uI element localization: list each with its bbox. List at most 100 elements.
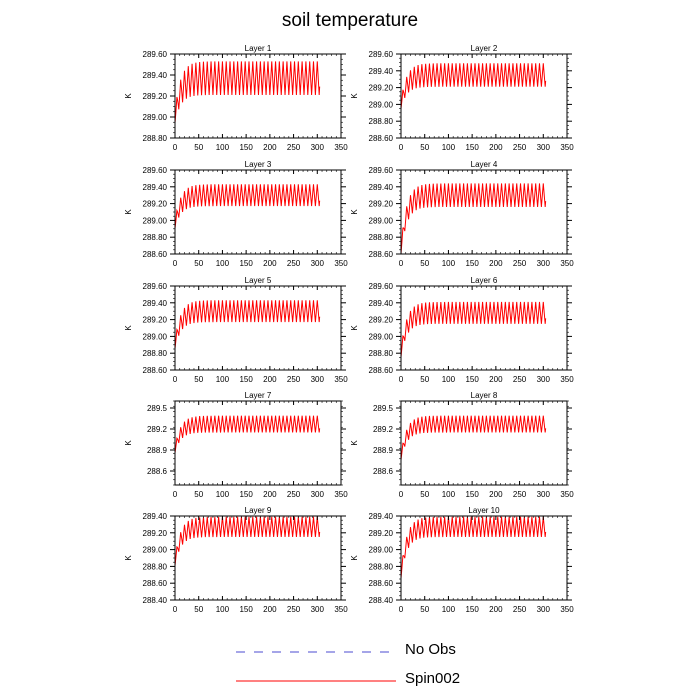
y-tick-label: 289.20 — [143, 316, 168, 325]
y-tick-label: 289.40 — [143, 71, 168, 80]
y-axis-label: K — [124, 209, 133, 215]
x-tick-label: 300 — [311, 375, 325, 384]
legend-spin002-swatch — [236, 680, 396, 682]
y-tick-label: 289.40 — [143, 183, 168, 192]
y-tick-label: 289.60 — [369, 50, 394, 59]
series-line-spin002 — [400, 63, 547, 109]
x-tick-label: 150 — [239, 375, 253, 384]
x-tick-label: 350 — [560, 490, 574, 499]
y-tick-label: 289.20 — [143, 529, 168, 538]
x-tick-label: 350 — [560, 143, 574, 152]
x-tick-label: 250 — [513, 143, 527, 152]
x-tick-label: 100 — [442, 375, 456, 384]
x-tick-label: 150 — [239, 605, 253, 614]
y-tick-label: 288.80 — [369, 349, 394, 358]
x-tick-label: 200 — [489, 259, 503, 268]
x-tick-label: 0 — [399, 259, 404, 268]
y-tick-label: 288.9 — [373, 446, 394, 455]
x-tick-label: 50 — [420, 143, 429, 152]
x-tick-label: 350 — [334, 375, 348, 384]
x-tick-label: 350 — [560, 259, 574, 268]
y-tick-label: 289.40 — [143, 299, 168, 308]
x-tick-label: 300 — [311, 259, 325, 268]
y-axis-label: K — [350, 209, 359, 215]
x-tick-label: 150 — [465, 490, 479, 499]
y-tick-label: 289.40 — [369, 299, 394, 308]
plot-frame — [400, 285, 568, 371]
y-axis-label: K — [350, 93, 359, 99]
y-tick-label: 289.40 — [369, 183, 394, 192]
x-tick-label: 200 — [263, 605, 277, 614]
y-tick-label: 289.00 — [369, 332, 394, 341]
series-line-spin002 — [174, 415, 321, 454]
legend-spin002-label: Spin002 — [405, 670, 461, 687]
x-tick-label: 50 — [194, 605, 203, 614]
panel-title: Layer 1 — [245, 44, 272, 53]
y-tick-label: 289.60 — [143, 50, 168, 59]
series-line-spin002 — [400, 301, 547, 358]
x-tick-label: 0 — [173, 605, 178, 614]
legend-no-obs-swatch — [236, 651, 394, 653]
x-tick-label: 250 — [513, 259, 527, 268]
x-tick-label: 150 — [465, 605, 479, 614]
x-tick-label: 0 — [173, 259, 178, 268]
x-tick-label: 0 — [399, 375, 404, 384]
panel-title: Layer 2 — [471, 44, 498, 53]
x-tick-label: 300 — [311, 605, 325, 614]
x-tick-label: 0 — [173, 143, 178, 152]
y-tick-label: 289.60 — [369, 166, 394, 175]
y-tick-label: 289.00 — [143, 216, 168, 225]
x-tick-label: 150 — [239, 490, 253, 499]
y-axis-label: K — [350, 325, 359, 331]
y-tick-label: 289.60 — [369, 282, 394, 291]
y-tick-label: 289.20 — [369, 84, 394, 93]
x-tick-label: 0 — [399, 143, 404, 152]
series-line-spin002 — [174, 300, 321, 349]
y-tick-label: 288.60 — [369, 250, 394, 259]
y-axis-label: K — [124, 440, 133, 446]
y-tick-label: 288.80 — [143, 562, 168, 571]
x-tick-label: 250 — [287, 605, 301, 614]
x-tick-label: 50 — [194, 259, 203, 268]
series-line-spin002 — [400, 516, 547, 579]
x-tick-label: 0 — [173, 490, 178, 499]
x-tick-label: 100 — [216, 490, 230, 499]
figure-title: soil temperature — [281, 10, 419, 31]
y-tick-label: 289.2 — [147, 425, 168, 434]
plot-frame — [174, 169, 342, 255]
panel-title: Layer 3 — [245, 160, 272, 169]
series-line-spin002 — [174, 516, 321, 566]
panel-layer-2: Layer 2 K 0 50 100 150 200 250 300 350 288.60 288.8… — [350, 44, 574, 152]
y-tick-label: 289.00 — [369, 100, 394, 109]
y-tick-label: 288.60 — [143, 366, 168, 375]
x-tick-label: 250 — [287, 143, 301, 152]
panel-layer-9: Layer 9 K 0 50 100 150 200 250 300 350 288.40 288.6… — [124, 506, 348, 614]
panel-title: Layer 10 — [468, 506, 500, 515]
panel-title: Layer 4 — [471, 160, 498, 169]
y-tick-label: 289.20 — [369, 529, 394, 538]
x-tick-label: 300 — [311, 143, 325, 152]
x-tick-label: 200 — [489, 143, 503, 152]
panel-title: Layer 9 — [245, 506, 272, 515]
plot-frame — [400, 169, 568, 255]
y-tick-label: 288.6 — [373, 467, 394, 476]
x-tick-label: 0 — [173, 375, 178, 384]
series-line-spin002 — [174, 184, 321, 229]
y-tick-label: 288.40 — [143, 596, 168, 605]
x-tick-label: 50 — [420, 605, 429, 614]
x-tick-label: 200 — [263, 259, 277, 268]
x-tick-label: 100 — [442, 259, 456, 268]
x-tick-label: 50 — [420, 259, 429, 268]
panel-title: Layer 5 — [245, 276, 272, 285]
y-axis-label: K — [124, 555, 133, 561]
panel-layer-1: Layer 1 K 0 50 100 150 200 250 300 350 288.80 289.0… — [124, 44, 348, 152]
y-tick-label: 289.20 — [369, 316, 394, 325]
x-tick-label: 300 — [311, 490, 325, 499]
y-tick-label: 288.60 — [369, 134, 394, 143]
x-tick-label: 350 — [560, 605, 574, 614]
x-tick-label: 100 — [216, 259, 230, 268]
x-tick-label: 50 — [420, 375, 429, 384]
panel-title: Layer 8 — [471, 391, 498, 400]
y-tick-label: 288.80 — [143, 134, 168, 143]
x-tick-label: 350 — [334, 143, 348, 152]
